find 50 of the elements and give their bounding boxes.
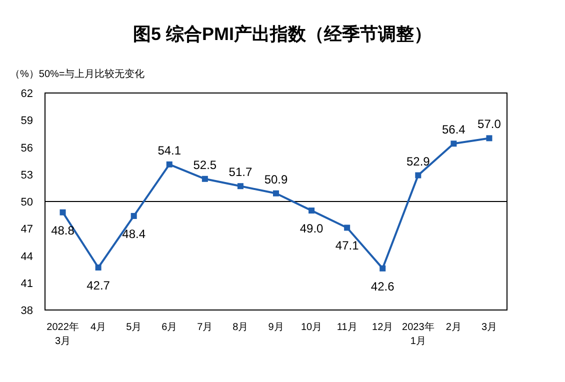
x-tick-label: 11月 bbox=[336, 322, 358, 333]
y-tick-label: 47 bbox=[20, 224, 33, 236]
data-label: 48.8 bbox=[51, 223, 75, 238]
y-tick-label: 50 bbox=[20, 196, 33, 208]
point bbox=[202, 176, 208, 182]
data-label: 50.9 bbox=[264, 172, 288, 186]
y-tick-label: 53 bbox=[20, 169, 33, 182]
data-label: 51.7 bbox=[228, 165, 252, 180]
data-label: 42.6 bbox=[370, 279, 395, 294]
x-tick-label: 5月 bbox=[126, 322, 142, 333]
x-tick-label: 10月 bbox=[300, 322, 322, 333]
y-tick-label: 41 bbox=[20, 278, 33, 290]
data-label: 48.4 bbox=[122, 226, 146, 241]
y-tick-label: 38 bbox=[20, 305, 33, 317]
x-tick-label: 4月 bbox=[90, 322, 106, 333]
x-tick-label: 2022年 3月 bbox=[46, 321, 79, 347]
data-label: 54.1 bbox=[158, 143, 182, 158]
x-tick-label: 2月 bbox=[446, 322, 462, 333]
point bbox=[450, 140, 457, 147]
data-label: 47.1 bbox=[335, 238, 360, 253]
point bbox=[380, 265, 386, 272]
x-tick-label: 2023年 1月 bbox=[402, 321, 434, 347]
chart-subtitle: （%）50%=与上月比较无变化 bbox=[10, 68, 145, 80]
point bbox=[273, 190, 279, 196]
point bbox=[130, 212, 137, 219]
point bbox=[308, 208, 315, 214]
data-label: 52.9 bbox=[406, 154, 430, 168]
x-tick-label: 6月 bbox=[162, 322, 178, 333]
x-tick-label: 9月 bbox=[268, 322, 284, 333]
point bbox=[60, 209, 66, 216]
point bbox=[237, 183, 244, 190]
y-tick-label: 59 bbox=[20, 115, 33, 128]
point bbox=[344, 224, 350, 231]
y-tick-label: 62 bbox=[20, 88, 33, 100]
y-tick-label: 56 bbox=[20, 142, 33, 154]
x-tick-label: 7月 bbox=[197, 322, 213, 333]
data-label: 56.4 bbox=[442, 122, 466, 137]
point bbox=[415, 172, 422, 178]
point bbox=[486, 135, 492, 142]
data-label: 52.5 bbox=[193, 158, 217, 172]
data-label: 49.0 bbox=[300, 222, 324, 236]
x-tick-label: 8月 bbox=[232, 322, 248, 333]
x-tick-label: 3月 bbox=[481, 322, 498, 333]
data-label: 42.7 bbox=[86, 278, 110, 293]
point bbox=[166, 161, 172, 168]
y-tick-label: 44 bbox=[20, 250, 33, 263]
point bbox=[95, 264, 102, 271]
data-label: 57.0 bbox=[478, 117, 502, 132]
chart-title: 图5 综合PMI产出指数（经季节调整） bbox=[132, 24, 432, 44]
x-tick-label: 12月 bbox=[372, 322, 394, 333]
